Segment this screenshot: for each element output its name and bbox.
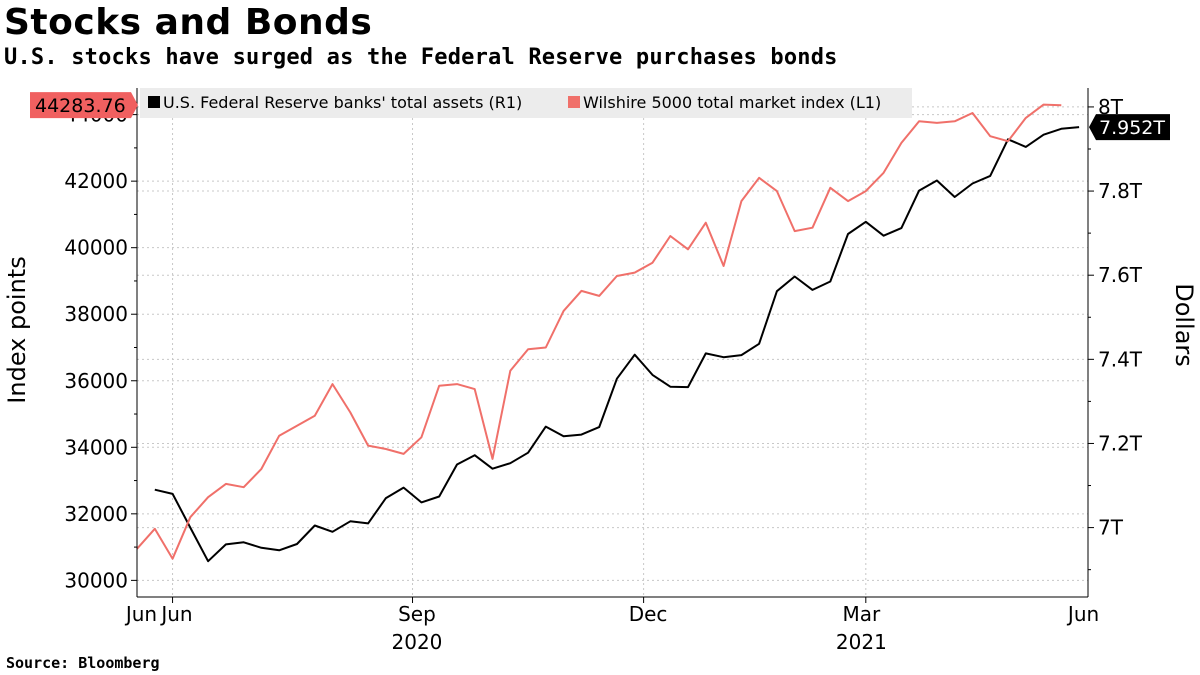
series-line-wilshire (136, 103, 1062, 560)
legend-swatch-wilshire (568, 96, 580, 108)
x-year-label-2021: 2021 (836, 630, 887, 654)
callout-left-text: 44283.76 (35, 95, 126, 117)
left-tick-label-36000: 36000 (64, 369, 128, 393)
right-tick-label-7.4T: 7.4T (1098, 347, 1143, 371)
x-tick-label-3: Dec (629, 602, 668, 626)
callout-left-last-value: 44283.76 (30, 92, 138, 119)
x-tick-label-1: Jun (159, 602, 192, 626)
series-line-fed (154, 126, 1080, 563)
right-tick-label-7T: 7T (1098, 516, 1124, 540)
left-tick-label-30000: 30000 (64, 568, 128, 592)
chart-subtitle: U.S. stocks have surged as the Federal R… (4, 45, 838, 70)
left-tick-label-40000: 40000 (64, 236, 128, 260)
x-tick-label-0: Jun (124, 602, 157, 626)
chart-title: Stocks and Bonds (4, 2, 373, 43)
x-tick-label-4: Mar (842, 602, 881, 626)
axis-layer: 3000032000340003600038000400004200044000… (64, 88, 1143, 654)
series-layer (136, 0, 1080, 563)
left-tick-label-38000: 38000 (64, 302, 128, 326)
x-tick-label-2: Sep (398, 602, 436, 626)
left-tick-label-34000: 34000 (64, 435, 128, 459)
right-tick-label-7.6T: 7.6T (1098, 263, 1143, 287)
right-tick-label-7.8T: 7.8T (1098, 179, 1143, 203)
legend-swatch-fed (148, 96, 160, 108)
right-axis-label: Dollars (1170, 283, 1198, 367)
right-tick-label-7.2T: 7.2T (1098, 431, 1143, 455)
x-year-label-2020: 2020 (392, 630, 443, 654)
callout-right-shape (1089, 114, 1170, 141)
source-note: Source: Bloomberg (6, 654, 160, 672)
left-tick-label-42000: 42000 (64, 169, 128, 193)
callout-right-text: 7.952T (1099, 117, 1165, 139)
grid-layer (137, 88, 1088, 597)
left-tick-label-32000: 32000 (64, 502, 128, 526)
callout-right-last-value: 7.952T (1089, 114, 1170, 141)
legend-label-fed: U.S. Federal Reserve banks' total assets… (163, 93, 522, 112)
callout-left-shape (30, 92, 138, 119)
legend-label-wilshire: Wilshire 5000 total market index (L1) (583, 93, 881, 112)
left-axis-label: Index points (3, 256, 31, 403)
legend: U.S. Federal Reserve banks' total assets… (140, 88, 912, 118)
legend-background (140, 88, 912, 118)
x-tick-label-5: Jun (1066, 602, 1099, 626)
